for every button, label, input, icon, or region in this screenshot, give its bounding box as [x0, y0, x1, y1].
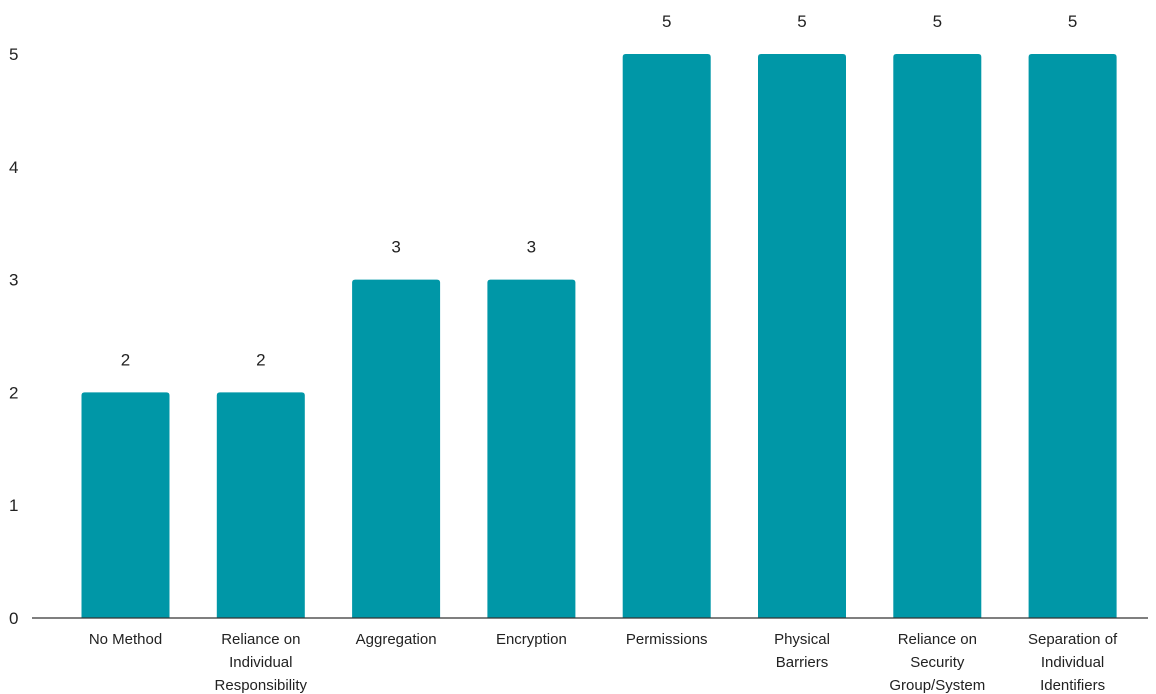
- bar: [352, 279, 441, 618]
- x-tick-label-line: Separation of: [1028, 631, 1118, 648]
- x-tick-label-line: Aggregation: [356, 631, 437, 648]
- x-axis: No Method Reliance on Individual Responsibi…: [89, 631, 1118, 694]
- y-axis: 0 1 2 3 4 5: [9, 45, 18, 628]
- data-label: 3: [527, 238, 536, 257]
- x-tick-label: Permissions: [626, 631, 708, 648]
- x-tick-label-line: Individual: [229, 654, 292, 671]
- data-label: 5: [933, 12, 942, 31]
- data-labels: 2 2 3 3 5 5 5 5: [121, 12, 1078, 369]
- bar: [893, 54, 982, 618]
- x-tick-label: Reliance on Security Group/System: [889, 631, 985, 694]
- y-tick-label: 3: [9, 271, 18, 290]
- x-tick-label-line: Permissions: [626, 631, 708, 648]
- bar: [216, 392, 305, 618]
- data-label: 5: [797, 12, 806, 31]
- x-tick-label-line: Physical: [774, 631, 830, 648]
- x-tick-label: Physical Barriers: [774, 631, 830, 671]
- x-tick-label-line: Responsibility: [215, 677, 308, 694]
- y-tick-label: 0: [9, 609, 18, 628]
- data-label: 2: [256, 350, 265, 369]
- x-tick-label: Separation of Individual Identifiers: [1028, 631, 1118, 694]
- x-tick-label-line: Reliance on: [898, 631, 977, 648]
- x-tick-label-line: Identifiers: [1040, 677, 1105, 694]
- x-tick-label-line: Encryption: [496, 631, 567, 648]
- bar: [1028, 54, 1117, 618]
- x-tick-label-line: Individual: [1041, 654, 1104, 671]
- x-tick-label: Reliance on Individual Responsibility: [215, 631, 308, 694]
- y-tick-label: 2: [9, 383, 18, 402]
- y-tick-label: 4: [9, 158, 18, 177]
- bar: [622, 54, 711, 618]
- x-tick-label: No Method: [89, 631, 162, 648]
- bar: [758, 54, 846, 618]
- x-tick-label-line: Reliance on: [221, 631, 300, 648]
- bars: [81, 54, 1117, 618]
- data-label: 5: [662, 12, 671, 31]
- x-tick-label-line: No Method: [89, 631, 162, 648]
- y-tick-label: 1: [9, 496, 18, 515]
- data-label: 5: [1068, 12, 1077, 31]
- x-tick-label-line: Barriers: [776, 654, 829, 671]
- bar: [81, 392, 170, 618]
- x-tick-label: Aggregation: [356, 631, 437, 648]
- y-tick-label: 5: [9, 45, 18, 64]
- bar: [487, 279, 576, 618]
- x-tick-label-line: Security: [910, 654, 965, 671]
- data-label: 2: [121, 350, 130, 369]
- x-tick-label-line: Group/System: [889, 677, 985, 694]
- x-tick-label: Encryption: [496, 631, 567, 648]
- data-label: 3: [391, 238, 400, 257]
